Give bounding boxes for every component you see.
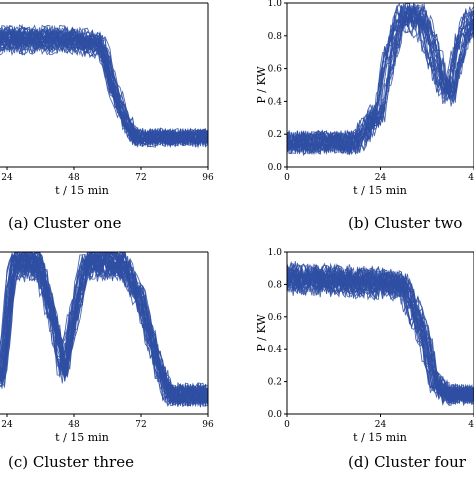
series-line	[287, 5, 474, 152]
axes-frame	[0, 251, 209, 415]
y-tick-label: 0.6	[268, 313, 283, 323]
caption-b: (b) Cluster two	[348, 214, 462, 232]
panel-cluster-three: 24 48 72 96 t / 15 min	[0, 251, 214, 444]
series-line	[0, 24, 208, 145]
axes-frame	[0, 2, 209, 168]
y-tick-label: 0.8	[268, 32, 283, 42]
series-group	[0, 252, 208, 408]
y-tick-label: 0.0	[268, 410, 283, 420]
series-line	[0, 252, 208, 405]
y-tick-label: 1.0	[268, 0, 283, 9]
series-group	[0, 23, 208, 149]
series-line	[0, 256, 208, 407]
x-tick-label: 24	[1, 173, 13, 183]
series-line	[287, 265, 474, 404]
x-tick-label: 24	[1, 420, 13, 430]
y-tick-label: 0.2	[268, 130, 282, 140]
y-tick-label: 0.6	[268, 65, 283, 75]
x-tick-label: 48	[68, 420, 80, 430]
y-axis-label: P / KW	[255, 314, 268, 352]
caption-c: (c) Cluster three	[8, 453, 134, 471]
caption-d: (d) Cluster four	[348, 453, 467, 471]
series-line	[0, 255, 208, 407]
series-line	[0, 253, 208, 407]
x-tick-label: 72	[135, 173, 146, 183]
series-line	[0, 253, 208, 407]
series-line	[287, 269, 474, 401]
series-line	[287, 269, 474, 403]
panel-cluster-two: 0 24 48 0.0 0.2 0.4 0.6 0.8 1.0 t / 15 min P / KW	[255, 0, 474, 197]
x-tick-label: 0	[284, 173, 290, 183]
x-axis-label: t / 15 min	[55, 431, 109, 444]
x-tick-label: 72	[135, 420, 146, 430]
series-line	[0, 258, 208, 407]
series-line	[287, 3, 474, 154]
series-group	[287, 260, 474, 407]
series-line	[287, 272, 474, 403]
series-line	[287, 277, 474, 407]
x-axis-label: t / 15 min	[353, 184, 407, 197]
series-line	[0, 253, 208, 408]
series-line	[0, 259, 208, 408]
y-tick-label: 0.8	[268, 280, 283, 290]
y-tick-label: 1.0	[268, 248, 283, 258]
series-line	[287, 277, 474, 401]
caption-a: (a) Cluster one	[8, 214, 122, 232]
y-tick-label: 0.0	[268, 163, 283, 173]
series-line	[0, 258, 208, 408]
series-line	[0, 38, 208, 148]
x-tick-label: 0	[284, 420, 290, 430]
x-tick-label: 48	[68, 173, 80, 183]
y-axis-label: P / KW	[255, 66, 268, 104]
y-tick-label: 0.2	[268, 378, 282, 388]
panel-cluster-four: 0 24 48 0.0 0.2 0.4 0.6 0.8 1.0 t / 15 min P / KW	[255, 248, 474, 444]
series-line	[0, 253, 208, 407]
x-tick-label: 48	[468, 420, 474, 430]
x-tick-label: 96	[202, 173, 214, 183]
x-tick-label: 96	[202, 420, 214, 430]
series-line	[0, 260, 208, 408]
x-tick-label: 24	[375, 173, 387, 183]
panel-cluster-one: 24 48 72 96 t / 15 min	[0, 2, 214, 197]
series-line	[287, 260, 474, 404]
x-axis-label: t / 15 min	[55, 184, 109, 197]
y-tick-label: 0.4	[268, 97, 283, 107]
x-tick-label: 24	[375, 420, 387, 430]
series-group	[287, 3, 474, 157]
x-axis-label: t / 15 min	[353, 431, 407, 444]
series-line	[287, 271, 474, 402]
y-tick-label: 0.4	[268, 345, 283, 355]
x-tick-label: 48	[468, 173, 474, 183]
series-line	[0, 35, 208, 148]
